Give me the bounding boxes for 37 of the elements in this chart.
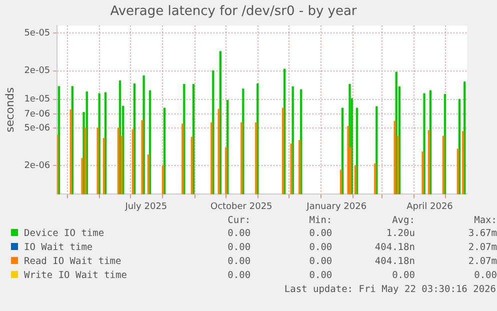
- legend-label: Read IO Wait time: [24, 256, 122, 267]
- x-tick-label: July 2025: [124, 202, 168, 212]
- text: Avg:: [391, 215, 415, 227]
- y-tick-label: 5e-05: [24, 28, 50, 38]
- y-tick-label: 1e-05: [24, 94, 50, 105]
- text: Cur:: [226, 215, 251, 227]
- text: 0.00: [473, 269, 497, 283]
- y-axis-title: seconds: [3, 87, 16, 132]
- text: 0.00: [308, 241, 332, 255]
- legend-label: Device IO time: [24, 228, 104, 239]
- text: 0.00: [308, 255, 332, 269]
- text: 0.00: [226, 269, 251, 283]
- text: 404.18n: [374, 241, 415, 255]
- text: 1.20u: [385, 227, 415, 241]
- legend-label: Write IO Wait time: [24, 270, 127, 281]
- x-tick-label: April 2026: [406, 202, 454, 212]
- y-tick-label: 7e-06: [24, 109, 50, 120]
- text: 0.00: [226, 241, 251, 255]
- y-tick-label: 5e-06: [24, 123, 50, 134]
- y-tick-label: 2e-05: [24, 66, 50, 76]
- text: 3.67m: [467, 227, 497, 241]
- x-tick-label: October 2025: [210, 202, 272, 212]
- legend-label: IO Wait time: [24, 242, 93, 253]
- text: Max:: [473, 215, 497, 227]
- text: 0.00: [226, 255, 251, 269]
- text: 2.07m: [467, 241, 497, 255]
- chart-title: Average latency for /dev/sr0 - by year: [110, 4, 358, 20]
- text: 0.00: [308, 227, 332, 241]
- text: 0.00: [308, 269, 332, 283]
- text: 404.18n: [374, 255, 415, 269]
- y-tick-label: 2e-06: [24, 161, 50, 171]
- text: Min:: [308, 215, 332, 227]
- text: 0.00: [226, 227, 251, 241]
- text: Last update: Fri May 22 03:30:16 2026: [283, 283, 497, 297]
- x-tick-label: January 2026: [306, 202, 367, 212]
- text: 2.07m: [467, 255, 497, 269]
- text: 0.00: [391, 269, 415, 283]
